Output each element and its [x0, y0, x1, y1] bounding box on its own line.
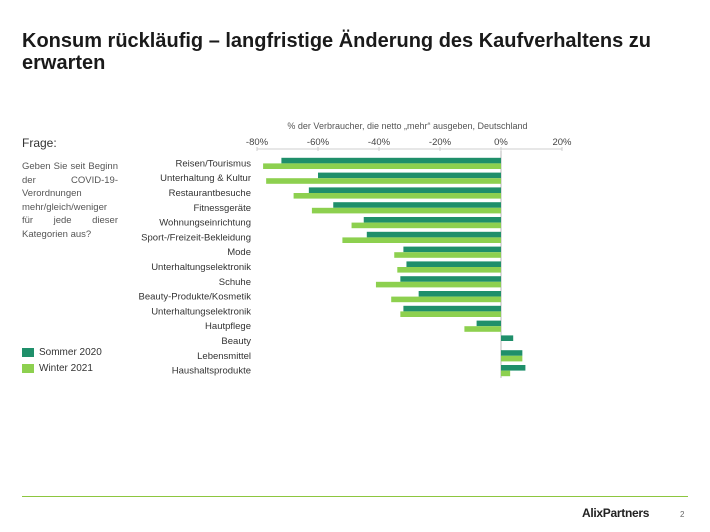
question-text: Geben Sie seit Beginn der COVID-19-Veror…	[22, 161, 118, 240]
question-label: Frage:	[22, 136, 57, 150]
category-label: Wohnungseinrichtung	[159, 218, 251, 229]
bar-winter-2021	[311, 207, 501, 214]
category-label: Hautpflege	[205, 321, 251, 332]
category-label: Beauty-Produkte/Kosmetik	[139, 292, 252, 303]
bar-winter-2021	[501, 355, 523, 362]
bar-sommer-2020	[281, 157, 501, 164]
bar-winter-2021	[293, 193, 501, 199]
legend-swatch-winter-2021	[22, 363, 34, 373]
category-label: Unterhaltungselektronik	[151, 306, 251, 317]
bar-winter-2021	[400, 311, 501, 317]
category-label: Haushaltsprodukte	[172, 366, 251, 377]
category-label: Lebensmittel	[197, 351, 251, 362]
bar-winter-2021	[351, 222, 501, 229]
category-label: Mode	[227, 247, 251, 258]
bar-sommer-2020	[476, 320, 501, 327]
footer-divider	[22, 496, 688, 497]
brand-logo: AlixPartners	[582, 506, 650, 520]
bar-sommer-2020	[403, 246, 501, 253]
legend-item-winter-2021: Winter 2021	[22, 360, 102, 376]
bar-winter-2021	[263, 163, 501, 169]
x-tick-label: -20%	[429, 137, 452, 148]
bar-sommer-2020	[363, 217, 501, 223]
page-number: 2	[680, 510, 685, 519]
bar-sommer-2020	[501, 335, 514, 341]
bar-sommer-2020	[403, 305, 501, 312]
bar-sommer-2020	[418, 291, 501, 297]
page-title: Konsum rückläufig – langfristige Änderun…	[22, 30, 651, 74]
bar-winter-2021	[391, 296, 501, 303]
bar-winter-2021	[464, 326, 501, 332]
bar-sommer-2020	[400, 276, 501, 282]
bar-sommer-2020	[308, 187, 501, 193]
bar-winter-2021	[266, 178, 501, 184]
category-label: Restaurantbesuche	[169, 188, 251, 199]
bar-sommer-2020	[333, 202, 501, 208]
bar-sommer-2020	[501, 350, 523, 356]
bar-winter-2021	[397, 267, 501, 273]
bar-sommer-2020	[366, 231, 501, 238]
bar-sommer-2020	[406, 261, 501, 267]
legend-label-sommer-2020: Sommer 2020	[39, 346, 102, 358]
x-tick-label: 0%	[494, 137, 508, 148]
legend-swatch-sommer-2020	[22, 347, 34, 357]
x-tick-label: -60%	[307, 137, 330, 148]
bar-winter-2021	[394, 252, 501, 258]
category-label: Sport-/Freizeit-Bekleidung	[141, 232, 251, 243]
category-label: Beauty	[221, 336, 251, 347]
bar-sommer-2020	[501, 365, 526, 371]
category-label: Unterhaltungselektronik	[151, 262, 251, 273]
legend-label-winter-2021: Winter 2021	[39, 362, 93, 374]
bar-winter-2021	[342, 237, 501, 243]
category-label: Reisen/Tourismus	[176, 158, 252, 169]
x-tick-label: -40%	[368, 137, 391, 148]
x-tick-label: 20%	[552, 137, 572, 148]
bar-winter-2021	[501, 370, 511, 377]
chart-title: % der Verbraucher, die netto „mehr“ ausg…	[287, 121, 527, 131]
x-tick-label: -80%	[246, 137, 269, 148]
legend: Sommer 2020 Winter 2021	[22, 344, 102, 376]
category-label: Schuhe	[219, 277, 251, 288]
bar-winter-2021	[375, 281, 501, 288]
category-label: Unterhaltung & Kultur	[160, 173, 251, 184]
category-label: Fitnessgeräte	[193, 203, 251, 214]
bar-sommer-2020	[318, 172, 501, 179]
legend-item-sommer-2020: Sommer 2020	[22, 344, 102, 360]
